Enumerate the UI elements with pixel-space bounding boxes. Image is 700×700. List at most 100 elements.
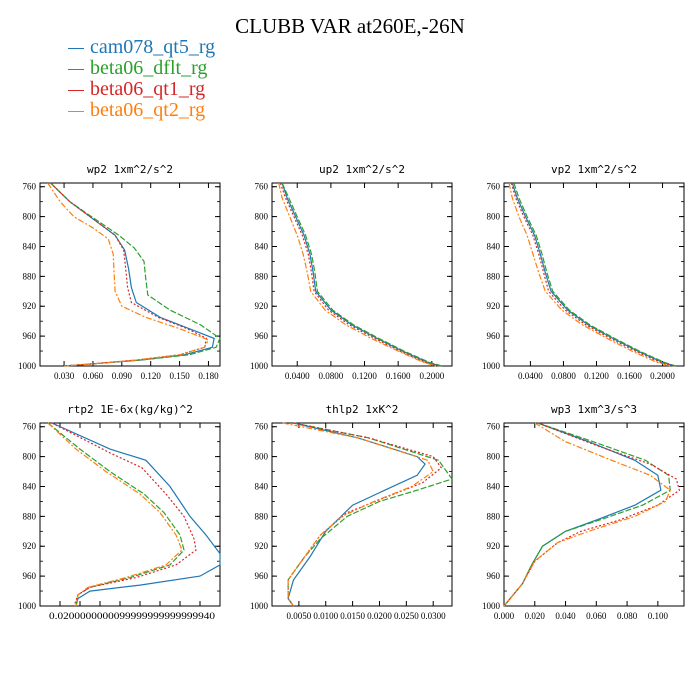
x-tick-label: 0.0100 [313,611,338,621]
x-tick-label: 0.2000 [650,371,675,381]
y-tick-label: 920 [255,301,269,311]
chart-panel: wp2 1xm^2/s^2 760 800 840 880 920 960 1000 0.030… [18,163,221,381]
y-tick-label: 800 [487,212,501,222]
y-tick-label: 760 [487,422,501,432]
x-tick-label: 0.1200 [584,371,609,381]
y-tick-label: 880 [487,271,501,281]
series-line-beta06_qt2_rg [508,182,671,367]
y-tick-label: 800 [255,212,269,222]
legend-label: beta06_dflt_rg [90,57,208,79]
panel-title: thlp2 1xK^2 [326,403,399,416]
series-line-beta06_dflt_rg [47,422,185,607]
legend-line-swatch [68,69,84,70]
y-tick-label: 760 [23,422,37,432]
series-line-beta06_qt1_rg [287,422,443,607]
series-line-beta06_dflt_rg [50,182,221,367]
x-tick-label: 0.0050 [286,611,311,621]
series-line-cam078_qt5_rg [51,422,221,607]
y-tick-label: 920 [487,301,501,311]
y-tick-label: 760 [255,182,269,192]
y-tick-label: 960 [23,331,37,341]
y-tick-label: 800 [23,212,37,222]
y-tick-label: 960 [255,571,269,581]
y-tick-label: 840 [23,481,37,491]
y-tick-label: 760 [23,182,37,192]
x-tick-label: 0.040 [555,611,576,621]
chart-panel: wp3 1xm^3/s^3 760 800 840 880 920 960 10000.000… [482,403,685,621]
series-line-cam078_qt5_rg [287,422,426,607]
y-tick-label: 960 [487,331,501,341]
y-tick-label: 880 [255,511,269,521]
legend-label: beta06_qt1_rg [90,78,206,100]
legend-line-swatch [68,48,84,49]
chart-panel: vp2 1xm^2/s^2 760 800 840 880 920 960 1000 0.040… [482,163,685,381]
y-tick-label: 1000 [18,601,37,611]
series-line-beta06_qt1_rg [50,182,208,367]
plot-frame [271,422,453,607]
y-tick-label: 920 [255,541,269,551]
legend-line-swatch [68,90,84,91]
x-tick-label: 0.080 [617,611,638,621]
x-tick-label: 0.1600 [617,371,642,381]
y-tick-label: 960 [487,571,501,581]
y-tick-label: 840 [255,481,269,491]
series-line-beta06_qt1_rg [51,422,197,607]
x-tick-label: 0.100 [648,611,669,621]
series-line-beta06_dflt_rg [503,422,671,607]
chart-panel: up2 1xm^2/s^2 760 800 840 880 920 960 1000 0.040… [250,163,453,381]
y-tick-label: 840 [487,241,501,251]
x-tick-label: 0.120 [141,371,162,381]
x-tick-label: 0.0150 [340,611,365,621]
legend-label: beta06_qt2_rg [90,99,206,121]
x-tick-label: 0.060 [586,611,607,621]
x-tick-label: 0.060 [83,371,104,381]
x-tick-label: 0.0400 [285,371,310,381]
series-line-beta06_qt2_rg [282,422,434,607]
y-tick-label: 1000 [482,361,501,371]
x-tick-label: 0.180 [198,371,219,381]
panel-title: wp2 1xm^2/s^2 [87,163,173,176]
y-tick-label: 760 [255,422,269,432]
series-line-cam078_qt5_rg [281,182,441,367]
x-tick-label: 0.2000 [419,371,444,381]
plot-frame [39,422,221,607]
y-tick-label: 840 [255,241,269,251]
panel-title: up2 1xm^2/s^2 [319,163,405,176]
x-tick-label: 0.0200 [367,611,392,621]
y-tick-label: 880 [255,271,269,281]
series-line-cam078_qt5_rg [50,182,215,367]
x-tick-label: 0.1200 [352,371,377,381]
x-tick-label-overlap: 0.0200000000099999999999999940 [49,611,216,621]
y-tick-label: 880 [487,511,501,521]
series-line-beta06_qt1_rg [503,422,681,607]
legend-line-swatch [68,111,84,112]
x-tick-label: 0.0800 [319,371,344,381]
y-tick-label: 1000 [250,601,269,611]
x-tick-label: 0.020 [525,611,546,621]
plot-frame [503,422,685,607]
x-tick-label: 0.0800 [551,371,576,381]
x-tick-label: 0.1600 [386,371,411,381]
y-tick-label: 920 [23,301,37,311]
series-line-beta06_qt1_rg [279,182,439,367]
series-line-beta06_dflt_rg [513,182,676,367]
x-tick-label: 0.090 [112,371,133,381]
panel-title: wp3 1xm^3/s^3 [551,403,637,416]
x-tick-label: 0.0400 [518,371,543,381]
series-line-beta06_dflt_rg [281,182,443,367]
series-line-beta06_dflt_rg [287,422,453,607]
chart-panel: rtp2 1E-6x(kg/kg)^2 760 800 840 880 920 960 100… [18,403,221,621]
figure-title: CLUBB VAR at260E,-26N [235,14,465,38]
plot-frame [39,182,221,367]
series-line-beta06_qt2_rg [47,182,210,367]
panel-title: vp2 1xm^2/s^2 [551,163,637,176]
x-tick-label: 0.000 [494,611,515,621]
series-line-beta06_qt2_rg [503,422,671,607]
x-tick-label: 0.0300 [421,611,446,621]
y-tick-label: 1000 [250,361,269,371]
legend-label: cam078_qt5_rg [90,36,216,58]
y-tick-label: 920 [23,541,37,551]
